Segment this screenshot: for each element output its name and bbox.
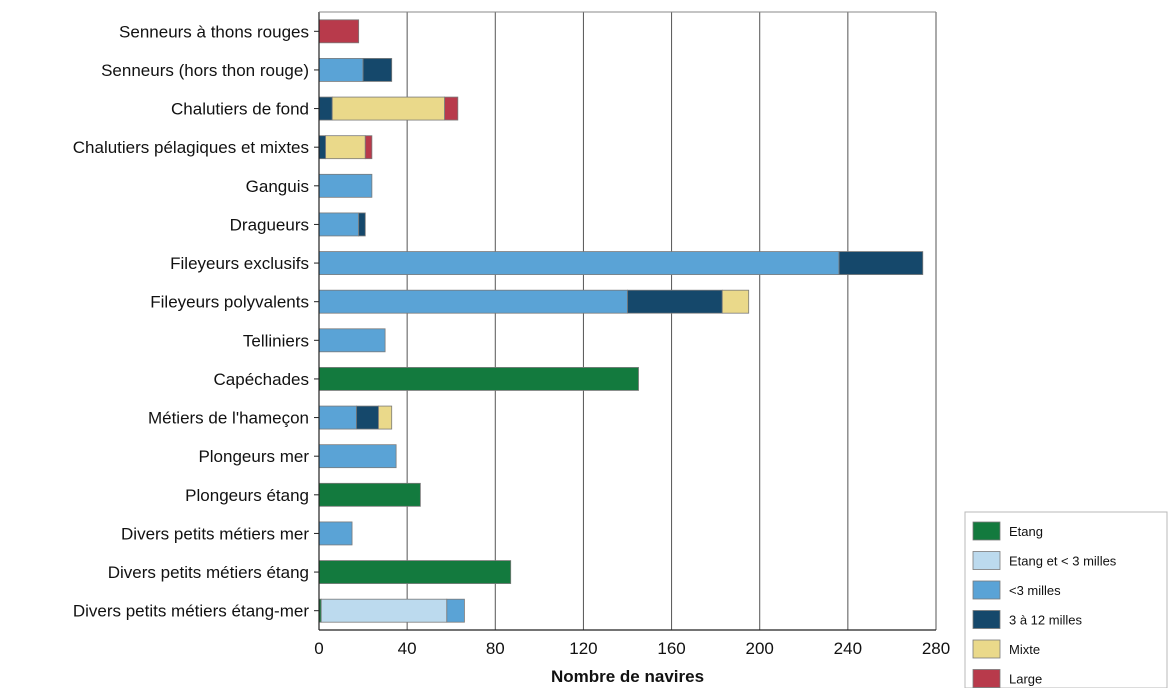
- bar-segment: [318, 212, 360, 237]
- x-tick-label: 240: [834, 639, 862, 658]
- category-label: Chalutiers pélagiques et mixtes: [73, 138, 309, 157]
- bar-segment: [318, 135, 327, 160]
- bar-segment: [320, 598, 448, 623]
- bar-segment: [446, 598, 465, 623]
- x-tick-label: 280: [922, 639, 950, 658]
- gridlines: [406, 12, 937, 630]
- legend: Etang Etang et < 3 milles <3 milles 3 à 12 …: [964, 511, 1168, 688]
- bar-segment: [318, 367, 639, 391]
- category-label: Fileyeurs exclusifs: [170, 254, 309, 273]
- category-label: Métiers de l'hameçon: [148, 409, 309, 428]
- x-tick-label: 200: [746, 639, 774, 658]
- bar-segment: [627, 289, 723, 314]
- legend-swatch: [972, 580, 1001, 600]
- legend-swatch: [972, 669, 1001, 688]
- category-label: Telliniers: [243, 331, 309, 350]
- bars: [318, 19, 924, 623]
- legend-label: 3 à 12 milles: [1009, 613, 1082, 628]
- bar-segment: [318, 482, 421, 507]
- bar-segment: [318, 521, 353, 546]
- category-label: Divers petits métiers mer: [121, 524, 309, 543]
- x-tick-labels: 0 40 80 120 160 200 240 280: [314, 639, 950, 658]
- bar-segment: [318, 405, 357, 430]
- bar-segment: [721, 289, 750, 314]
- category-label: Fileyeurs polyvalents: [150, 293, 309, 312]
- legend-swatch: [972, 521, 1001, 541]
- x-tick-label: 160: [657, 639, 685, 658]
- category-label: Plongeurs étang: [185, 486, 309, 505]
- bar-segment: [318, 96, 333, 121]
- category-label: Chalutiers de fond: [171, 100, 309, 119]
- x-tick-label: 40: [398, 639, 417, 658]
- legend-box: [964, 511, 1168, 688]
- x-tick-label: 120: [569, 639, 597, 658]
- category-label: Ganguis: [246, 177, 309, 196]
- legend-label: Mixte: [1009, 642, 1040, 657]
- bar-segment: [331, 96, 446, 121]
- category-label: Senneurs à thons rouges: [119, 22, 309, 41]
- bar-segment: [318, 251, 840, 275]
- bar-segment: [318, 444, 397, 469]
- legend-label: <3 milles: [1009, 583, 1061, 598]
- bar-segment: [318, 289, 628, 314]
- bar-segment: [325, 135, 366, 160]
- bar-segment: [364, 135, 373, 160]
- category-labels: Senneurs à thons rouges Senneurs (hors th…: [73, 22, 310, 620]
- bar-segment: [358, 212, 366, 237]
- bar-segment: [318, 58, 364, 82]
- category-label: Dragueurs: [230, 215, 309, 234]
- category-label: Divers petits métiers étang-mer: [73, 602, 310, 621]
- axes: [314, 11, 936, 631]
- category-label: Senneurs (hors thon rouge): [101, 61, 309, 80]
- category-label: Capéchades: [214, 370, 309, 389]
- bar-segment: [444, 96, 459, 121]
- legend-swatch: [972, 551, 1001, 570]
- legend-label: Etang et < 3 milles: [1009, 554, 1117, 569]
- legend-label: Etang: [1009, 524, 1043, 539]
- bar-segment: [318, 173, 373, 198]
- x-tick-label: 80: [486, 639, 505, 658]
- legend-swatch: [972, 610, 1001, 629]
- bar-segment: [356, 405, 379, 430]
- legend-swatch: [972, 639, 1001, 659]
- x-axis-title: Nombre de navires: [551, 667, 704, 686]
- bar-segment: [838, 251, 924, 275]
- bar-segment: [318, 19, 360, 44]
- category-label: Divers petits métiers étang: [108, 563, 309, 582]
- category-label: Plongeurs mer: [198, 447, 309, 466]
- bar-segment: [318, 560, 512, 584]
- legend-label: Large: [1009, 672, 1042, 687]
- x-tick-label: 0: [314, 639, 323, 658]
- bar-segment: [362, 58, 393, 82]
- bar-segment: [378, 405, 393, 430]
- bar-segment: [318, 328, 386, 353]
